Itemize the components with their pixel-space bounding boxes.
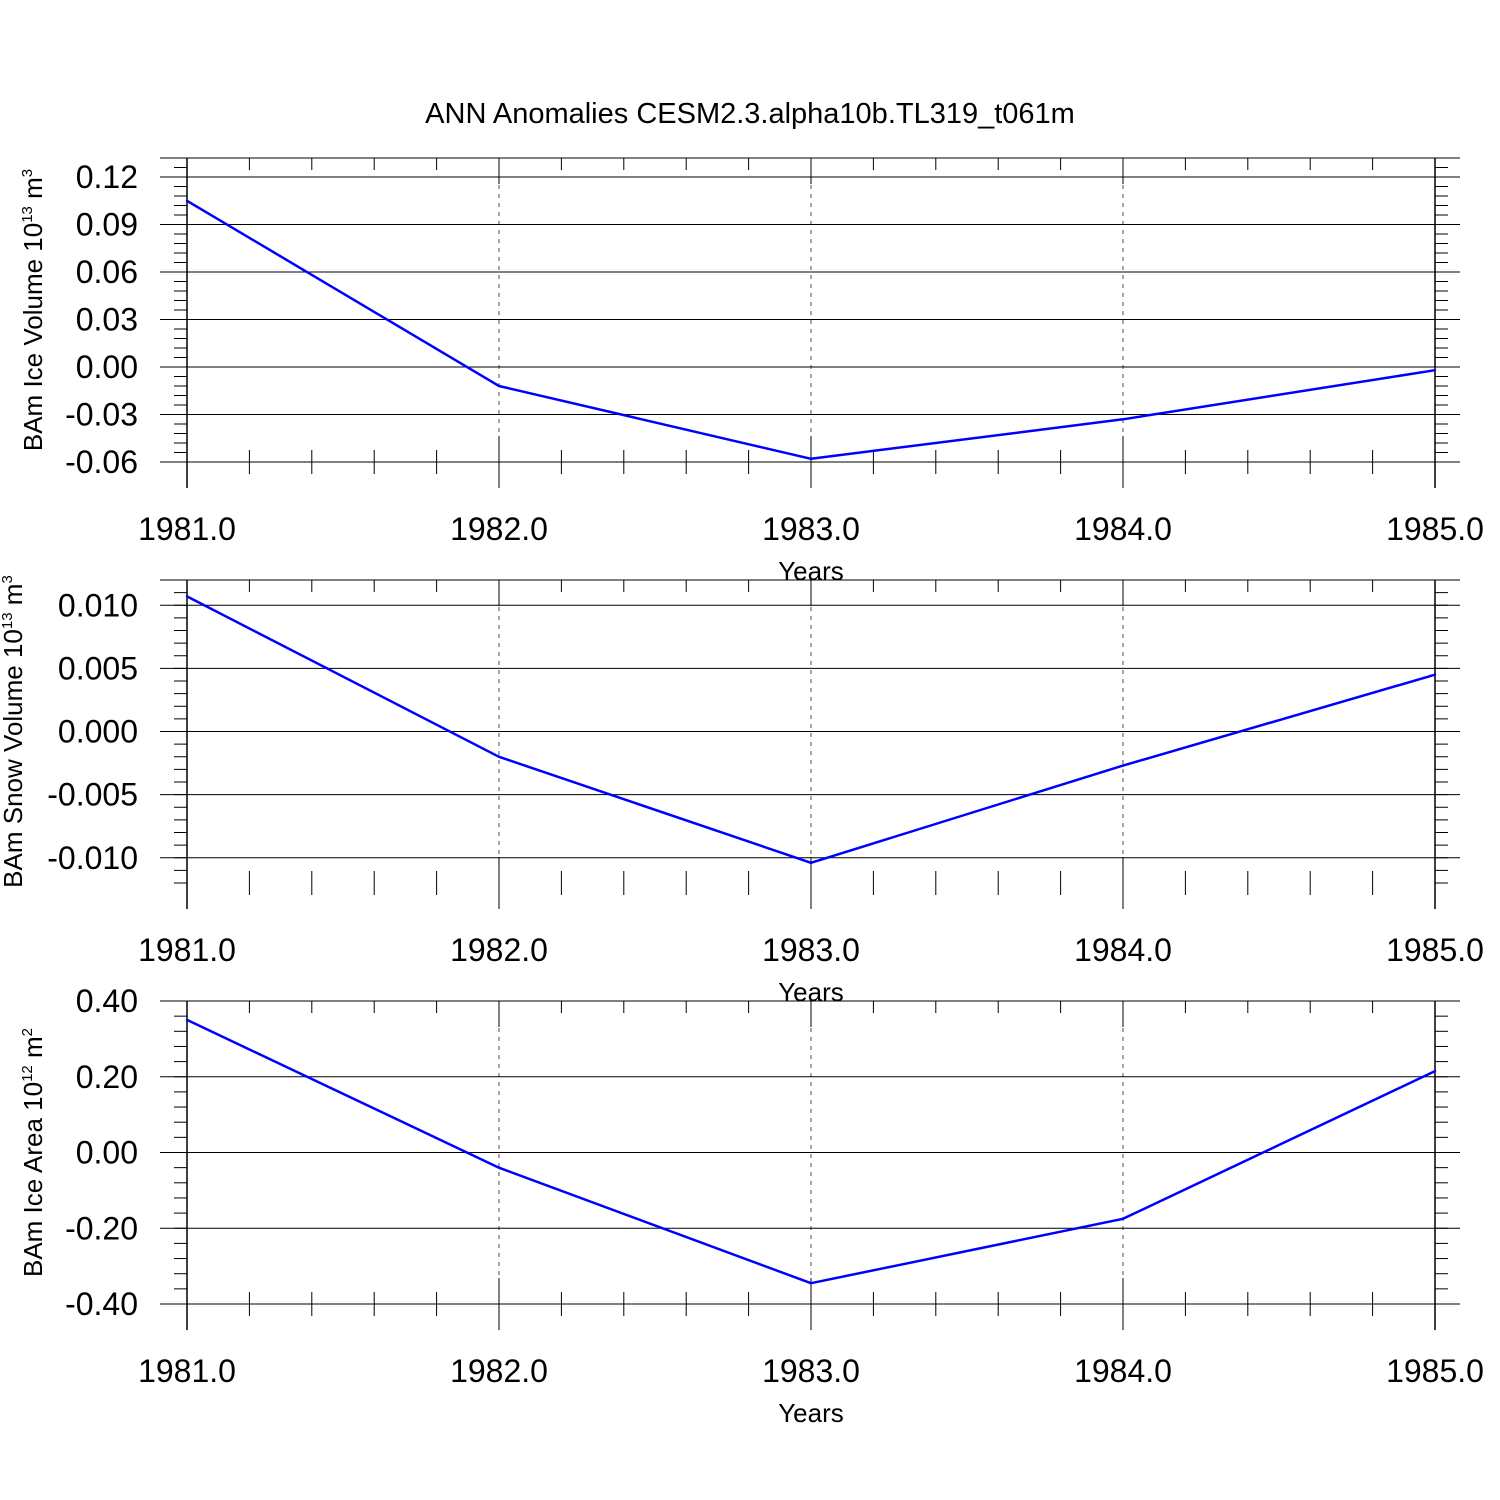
y-axis-title-unit: m [0,584,28,613]
y-axis-title-exponent: 12 [19,1065,36,1082]
y-tick-label: 0.00 [76,1135,138,1171]
data-point [185,595,189,598]
data-point [185,1018,189,1022]
x-tick-label: 1983.0 [762,511,860,547]
data-point [1433,1069,1437,1073]
data-point [1433,368,1437,372]
y-tick-label: -0.40 [65,1286,138,1322]
data-point [1121,1217,1125,1220]
x-axis-title: Years [778,1398,844,1428]
figure-title: ANN Anomalies CESM2.3.alpha10b.TL319_t06… [425,98,1075,130]
y-axis-title-unit-exponent: 3 [0,575,16,583]
x-tick-label: 1981.0 [138,932,236,968]
x-tick-label: 1983.0 [762,932,860,968]
x-tick-label: 1985.0 [1386,932,1484,968]
data-point [497,384,501,388]
x-tick-label: 1983.0 [762,1353,860,1389]
data-point [809,1281,813,1285]
y-tick-label: 0.06 [76,254,138,290]
x-tick-label: 1984.0 [1074,932,1172,968]
y-axis-title-unit-exponent: 3 [19,169,36,177]
x-tick-label: 1982.0 [450,1353,548,1389]
x-tick-label: 1981.0 [138,511,236,547]
data-point [497,1166,501,1169]
y-axis-title: BAm Ice Area 1012 m2 [18,1028,48,1277]
y-axis-title-text: BAm Ice Volume 10 [18,223,48,451]
y-axis-title: BAm Ice Volume 1013 m3 [18,169,48,451]
x-tick-label: 1984.0 [1074,511,1172,547]
x-tick-label: 1981.0 [138,1353,236,1389]
y-tick-label: 0.20 [76,1059,138,1095]
y-axis-title-unit: m [18,177,48,206]
x-tick-label: 1984.0 [1074,1353,1172,1389]
data-point [1121,764,1125,767]
data-point [185,199,189,202]
chart-panel-1: 1981.0 1982.0 1983.0 1984.0 1985.0 0.12 0.09 0.… [18,157,1484,586]
y-axis-title-unit: m [18,1036,48,1065]
y-tick-label: -0.20 [65,1210,138,1246]
y-tick-label: 0.010 [58,587,138,623]
x-tick-label: 1985.0 [1386,1353,1484,1389]
y-tick-label: -0.005 [47,777,138,813]
y-tick-label: 0.09 [76,207,138,243]
x-tick-label: 1982.0 [450,932,548,968]
y-tick-label: 0.12 [76,159,138,195]
data-point [1433,673,1437,676]
y-tick-label: -0.03 [65,397,138,433]
y-tick-label: 0.000 [58,714,138,750]
y-tick-label: -0.010 [47,840,138,876]
y-axis-title-text: BAm Snow Volume 10 [0,629,28,888]
y-tick-label: 0.005 [58,650,138,686]
y-tick-label: 0.40 [76,983,138,1019]
data-point [1121,418,1125,421]
x-tick-label: 1985.0 [1386,511,1484,547]
y-tick-label: -0.06 [65,444,138,480]
y-axis-title-exponent: 13 [19,206,36,223]
chart-panel-3: 1981.0 1982.0 1983.0 1984.0 1985.0 0.40 0.20 0.… [18,983,1484,1428]
data-point [809,861,813,864]
y-axis-title-text: BAm Ice Area 10 [18,1082,48,1277]
y-axis-title-exponent: 13 [0,612,16,629]
chart-panels: 1981.0 1982.0 1983.0 1984.0 1985.0 0.12 0.09 0.… [0,157,1484,1428]
x-tick-label: 1982.0 [450,511,548,547]
y-axis-title: BAm Snow Volume 1013 m3 [0,575,28,888]
chart-panel-2: 1981.0 1982.0 1983.0 1984.0 1985.0 0.010 0.005… [0,575,1484,1007]
data-point [809,457,813,461]
series-line [186,1018,1436,1285]
y-tick-label: 0.00 [76,349,138,385]
y-tick-label: 0.03 [76,302,138,338]
data-point [497,755,501,758]
y-axis-title-unit-exponent: 2 [19,1028,36,1036]
